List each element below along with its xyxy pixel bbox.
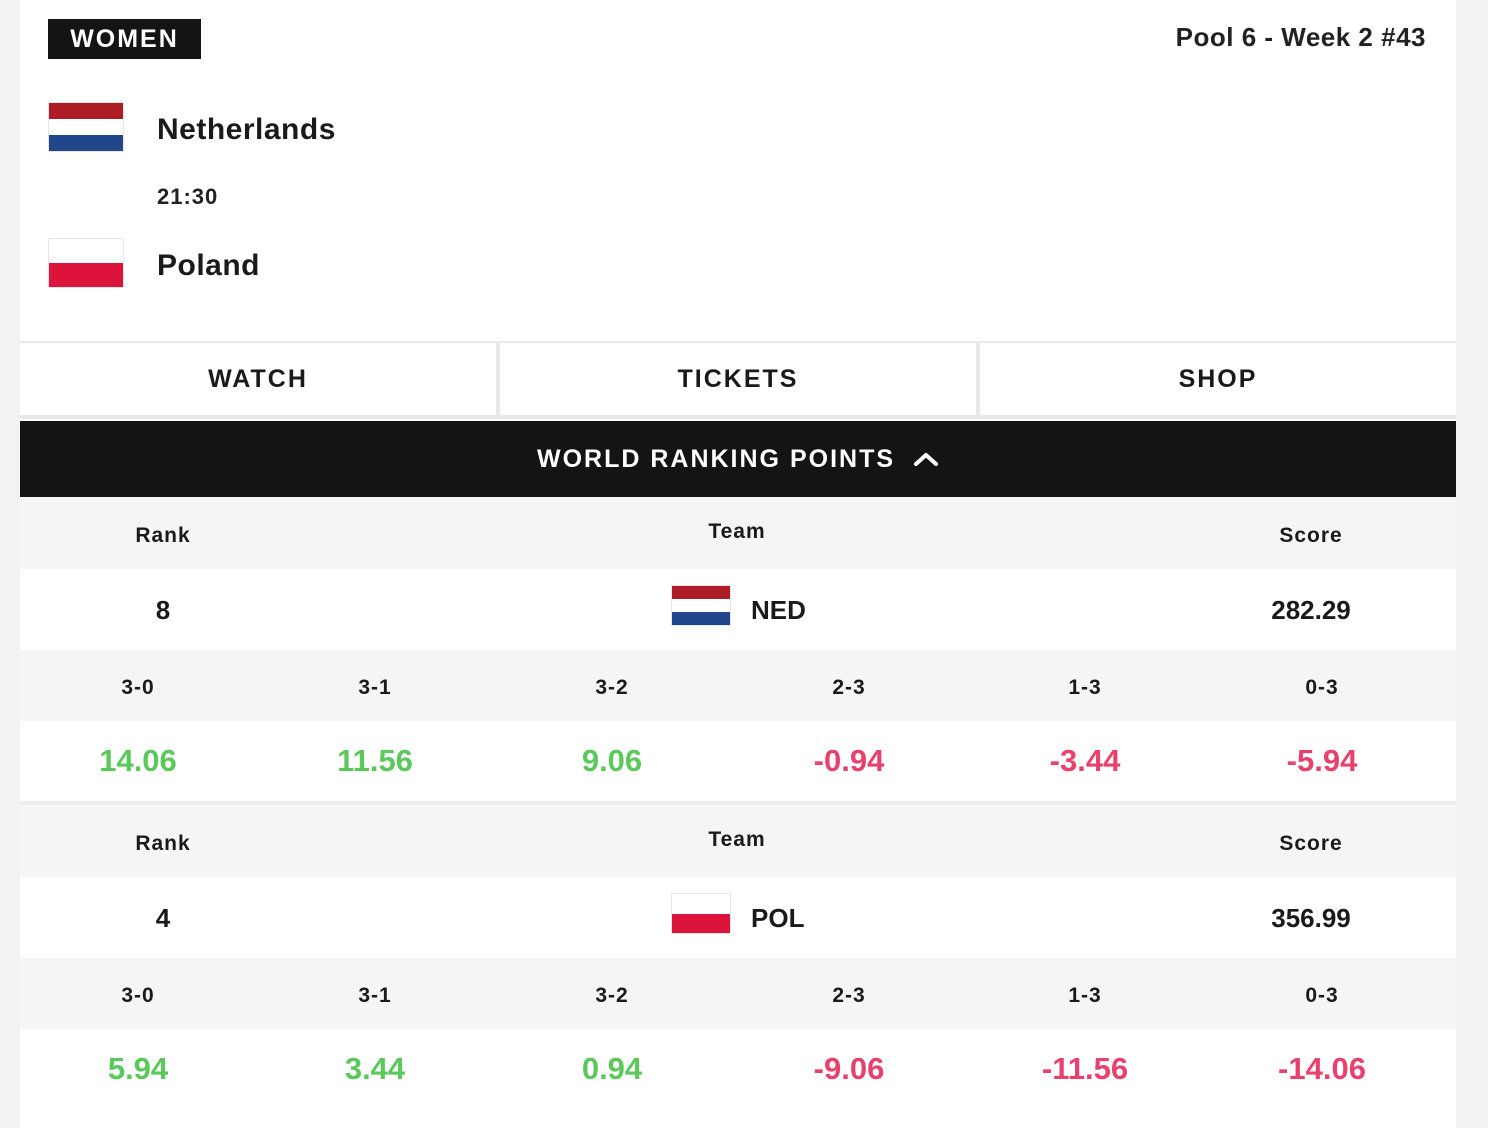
scenario-label: 0-3 bbox=[1305, 984, 1339, 1007]
scenario-row: 3-0 3-1 3-2 2-3 1-3 0-3 bbox=[20, 958, 1456, 1029]
scenario-label: 3-2 bbox=[595, 984, 629, 1007]
team-code: POL bbox=[751, 903, 805, 933]
team-rank: 4 bbox=[155, 903, 171, 933]
points-value: -5.94 bbox=[1286, 743, 1358, 778]
team-header: Team bbox=[708, 520, 766, 543]
poland-flag-icon bbox=[49, 239, 123, 287]
points-value: 14.06 bbox=[99, 743, 177, 778]
points-value: 11.56 bbox=[337, 743, 413, 778]
points-value: -0.94 bbox=[813, 743, 885, 778]
scenario-label: 2-3 bbox=[832, 676, 866, 699]
score-header: Score bbox=[1279, 524, 1343, 547]
pool-info: Pool 6 - Week 2 #43 bbox=[1175, 22, 1426, 52]
gender-badge: WOMEN bbox=[48, 19, 201, 59]
scenario-label: 3-0 bbox=[121, 676, 155, 699]
team-ranking-row: 8 NED 282.29 bbox=[20, 569, 1456, 650]
team-ranking-row: 4 POL 356.99 bbox=[20, 877, 1456, 958]
team-divider bbox=[20, 801, 1456, 805]
ranking-header-row: Rank Team Score bbox=[20, 805, 1456, 877]
watch-button[interactable]: WATCH bbox=[20, 343, 496, 415]
action-bar: WATCH TICKETS SHOP bbox=[20, 341, 1456, 419]
chevron-up-icon bbox=[914, 453, 939, 466]
netherlands-flag-icon bbox=[672, 586, 730, 625]
scenario-label: 2-3 bbox=[832, 984, 866, 1007]
team-score: 356.99 bbox=[1271, 903, 1351, 933]
team-rank: 8 bbox=[155, 595, 171, 625]
team-score: 282.29 bbox=[1271, 595, 1351, 625]
rank-header: Rank bbox=[135, 832, 191, 855]
points-value: 3.44 bbox=[344, 1051, 406, 1086]
scenario-row: 3-0 3-1 3-2 2-3 1-3 0-3 bbox=[20, 650, 1456, 721]
ranking-header-row: Rank Team Score bbox=[20, 497, 1456, 569]
netherlands-flag-icon bbox=[49, 103, 123, 151]
points-value: 9.06 bbox=[581, 743, 643, 778]
scenario-label: 1-3 bbox=[1068, 676, 1102, 699]
away-team-name[interactable]: Poland bbox=[157, 249, 261, 282]
points-value: -3.44 bbox=[1049, 743, 1121, 778]
team-code: NED bbox=[751, 595, 806, 625]
scenario-label: 3-1 bbox=[358, 676, 392, 699]
world-ranking-points-toggle[interactable]: WORLD RANKING POINTS bbox=[20, 421, 1456, 497]
points-value: -11.56 bbox=[1041, 1051, 1129, 1086]
points-value: -14.06 bbox=[1278, 1051, 1366, 1086]
team-header: Team bbox=[708, 828, 766, 851]
points-value: 0.94 bbox=[581, 1051, 643, 1086]
points-row: 14.06 11.56 9.06 -0.94 -3.44 -5.94 bbox=[20, 721, 1456, 801]
match-time: 21:30 bbox=[157, 184, 219, 209]
points-value: -9.06 bbox=[813, 1051, 885, 1086]
points-value: 5.94 bbox=[107, 1051, 169, 1086]
shop-button[interactable]: SHOP bbox=[980, 343, 1456, 415]
match-card: WOMEN Pool 6 - Week 2 #43 Netherlands 21… bbox=[20, 0, 1456, 1128]
tickets-button[interactable]: TICKETS bbox=[500, 343, 976, 415]
poland-flag-icon bbox=[672, 894, 730, 933]
points-row: 5.94 3.44 0.94 -9.06 -11.56 -14.06 bbox=[20, 1029, 1456, 1128]
rank-header: Rank bbox=[135, 524, 191, 547]
scenario-label: 3-1 bbox=[358, 984, 392, 1007]
scenario-label: 0-3 bbox=[1305, 676, 1339, 699]
scenario-label: 1-3 bbox=[1068, 984, 1102, 1007]
world-ranking-points-title: WORLD RANKING POINTS bbox=[536, 444, 896, 473]
scenario-label: 3-0 bbox=[121, 984, 155, 1007]
home-team-name[interactable]: Netherlands bbox=[157, 113, 336, 146]
scenario-label: 3-2 bbox=[595, 676, 629, 699]
score-header: Score bbox=[1279, 832, 1343, 855]
